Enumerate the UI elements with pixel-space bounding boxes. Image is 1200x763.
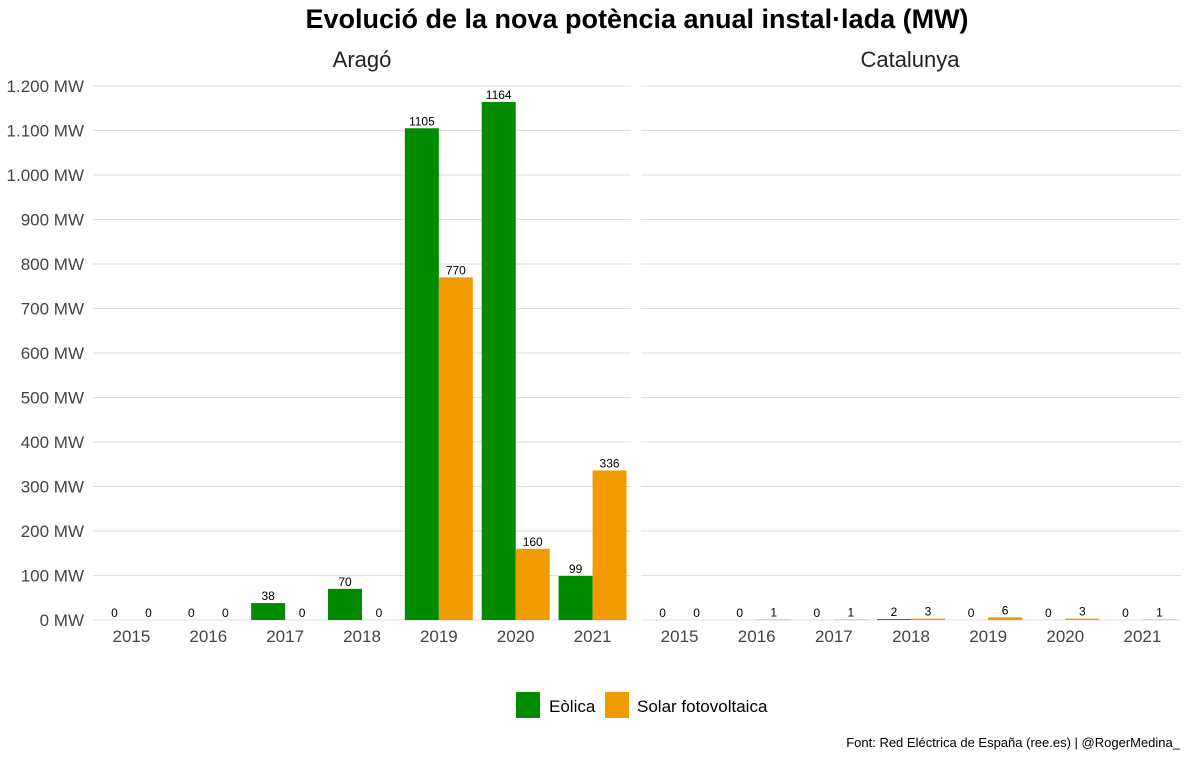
bar-aragó-eolica-2019 (404, 128, 439, 620)
data-label: 1 (770, 606, 777, 620)
bar-catalunya-solar-2020 (1065, 618, 1100, 620)
y-axis-ticks: 0 MW 100 MW 200 MW 300 MW 400 MW 500 MW 600 MW… (7, 77, 84, 630)
data-label: 3 (925, 605, 932, 619)
data-label: 1 (1156, 606, 1163, 620)
y-tick-label: 900 MW (21, 211, 84, 230)
data-label: 0 (376, 606, 383, 620)
legend-swatch-solar (605, 692, 629, 718)
y-tick-label: 300 MW (21, 478, 84, 497)
y-tick-label: 500 MW (21, 389, 84, 408)
bars (251, 102, 1177, 620)
bar-catalunya-solar-2019 (988, 617, 1023, 620)
data-label: 0 (736, 606, 743, 620)
x-tick-label: 2019 (969, 627, 1007, 646)
data-label: 0 (693, 606, 700, 620)
data-label: 0 (968, 606, 975, 620)
data-label: 0 (188, 606, 195, 620)
y-tick-label: 800 MW (21, 255, 84, 274)
bar-aragó-eolica-2021 (558, 575, 593, 620)
data-label: 38 (261, 589, 275, 603)
data-label: 336 (600, 456, 620, 470)
data-label: 1164 (486, 88, 512, 102)
data-label: 99 (569, 562, 583, 576)
x-axis-ticks: 2015 2016 2017 2018 2019 2020 2021 2015 2016 2017… (113, 627, 1162, 646)
data-label: 6 (1002, 603, 1009, 617)
bar-aragó-eolica-2018 (328, 588, 362, 620)
legend-label-eolica: Eòlica (549, 697, 596, 716)
x-tick-label: 2018 (343, 627, 381, 646)
bar-aragó-solar-2021 (592, 470, 627, 620)
x-tick-label: 2017 (266, 627, 304, 646)
x-tick-label: 2020 (497, 627, 535, 646)
bar-aragó-eolica-2020 (481, 102, 516, 620)
data-label: 1 (848, 606, 855, 620)
data-label: 160 (523, 535, 543, 549)
legend: Eòlica Solar fotovoltaica (516, 692, 768, 718)
legend-swatch-eolica (516, 692, 540, 718)
x-tick-label: 2021 (1124, 627, 1162, 646)
facet-title-catalunya: Catalunya (860, 47, 960, 72)
bar-aragó-eolica-2017 (251, 603, 286, 620)
bar-catalunya-solar-2018 (911, 618, 945, 620)
y-tick-label: 0 MW (40, 611, 84, 630)
data-label: 0 (111, 606, 118, 620)
data-label: 1105 (409, 114, 435, 128)
y-tick-label: 1.200 MW (7, 77, 84, 96)
chart-title: Evolució de la nova potència anual insta… (305, 4, 968, 34)
y-tick-label: 200 MW (21, 522, 84, 541)
y-tick-label: 400 MW (21, 433, 84, 452)
x-tick-label: 2020 (1046, 627, 1084, 646)
x-tick-label: 2015 (661, 627, 699, 646)
data-label: 0 (222, 606, 229, 620)
x-tick-label: 2019 (420, 627, 458, 646)
x-tick-label: 2016 (189, 627, 227, 646)
data-label: 0 (659, 606, 666, 620)
data-label: 0 (814, 606, 821, 620)
data-label: 0 (1045, 606, 1052, 620)
x-tick-label: 2021 (574, 627, 612, 646)
bar-catalunya-eolica-2018 (877, 619, 911, 620)
y-tick-label: 1.100 MW (7, 122, 84, 141)
x-tick-label: 2018 (892, 627, 930, 646)
y-tick-label: 100 MW (21, 567, 84, 586)
gridlines (93, 85, 1181, 621)
data-label: 0 (145, 606, 152, 620)
legend-label-solar: Solar fotovoltaica (637, 697, 768, 716)
data-label: 0 (1122, 606, 1129, 620)
data-label: 0 (299, 606, 306, 620)
x-tick-label: 2015 (113, 627, 151, 646)
facet-title-arago: Aragó (333, 47, 392, 72)
y-tick-label: 600 MW (21, 344, 84, 363)
bar-aragó-solar-2020 (515, 548, 550, 620)
data-label: 70 (338, 575, 352, 589)
x-tick-label: 2017 (815, 627, 853, 646)
chart-caption: Font: Red Eléctrica de España (ree.es) |… (846, 735, 1181, 750)
data-labels: 0 0 0 0 38 0 70 0 1105 770 1164 160 99 336 0 0 0 1 0 1 2 3 0 6 0… (111, 88, 1163, 620)
data-label: 2 (891, 605, 898, 619)
bar-aragó-solar-2019 (438, 277, 473, 620)
y-tick-label: 700 MW (21, 300, 84, 319)
x-tick-label: 2016 (738, 627, 776, 646)
y-tick-label: 1.000 MW (7, 166, 84, 185)
data-label: 3 (1079, 605, 1086, 619)
data-label: 770 (446, 263, 466, 277)
